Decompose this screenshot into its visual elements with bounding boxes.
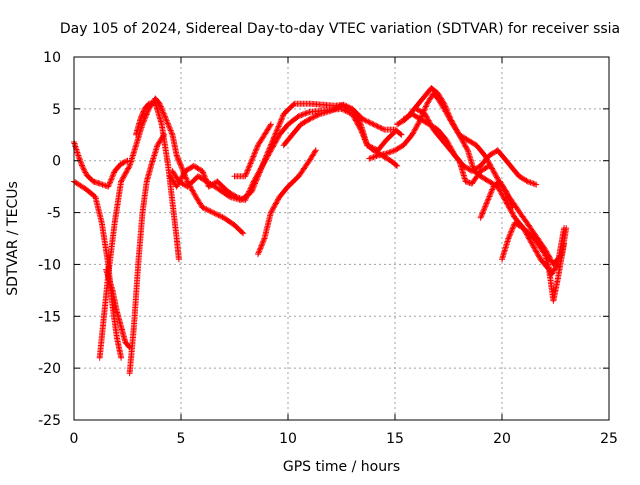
x-tick-label: 0 — [70, 431, 79, 447]
y-tick-label: -25 — [38, 413, 61, 429]
x-axis-label: GPS time / hours — [283, 459, 400, 475]
y-tick-label: 10 — [43, 50, 61, 66]
y-tick-label: 5 — [52, 102, 61, 118]
x-tick-label: 5 — [177, 431, 186, 447]
y-tick-label: -20 — [38, 361, 61, 377]
chart-title: Day 105 of 2024, Sidereal Day-to-day VTE… — [60, 21, 620, 37]
y-axis-label: SDTVAR / TECUs — [5, 181, 21, 296]
y-tick-label: 0 — [52, 154, 61, 170]
x-tick-label: 20 — [493, 431, 511, 447]
x-tick-label: 10 — [279, 431, 297, 447]
y-tick-label: -5 — [47, 206, 61, 222]
x-tick-label: 15 — [386, 431, 404, 447]
y-tick-label: -15 — [38, 309, 61, 325]
y-tick-label: -10 — [38, 257, 61, 273]
x-tick-label: 25 — [600, 431, 618, 447]
